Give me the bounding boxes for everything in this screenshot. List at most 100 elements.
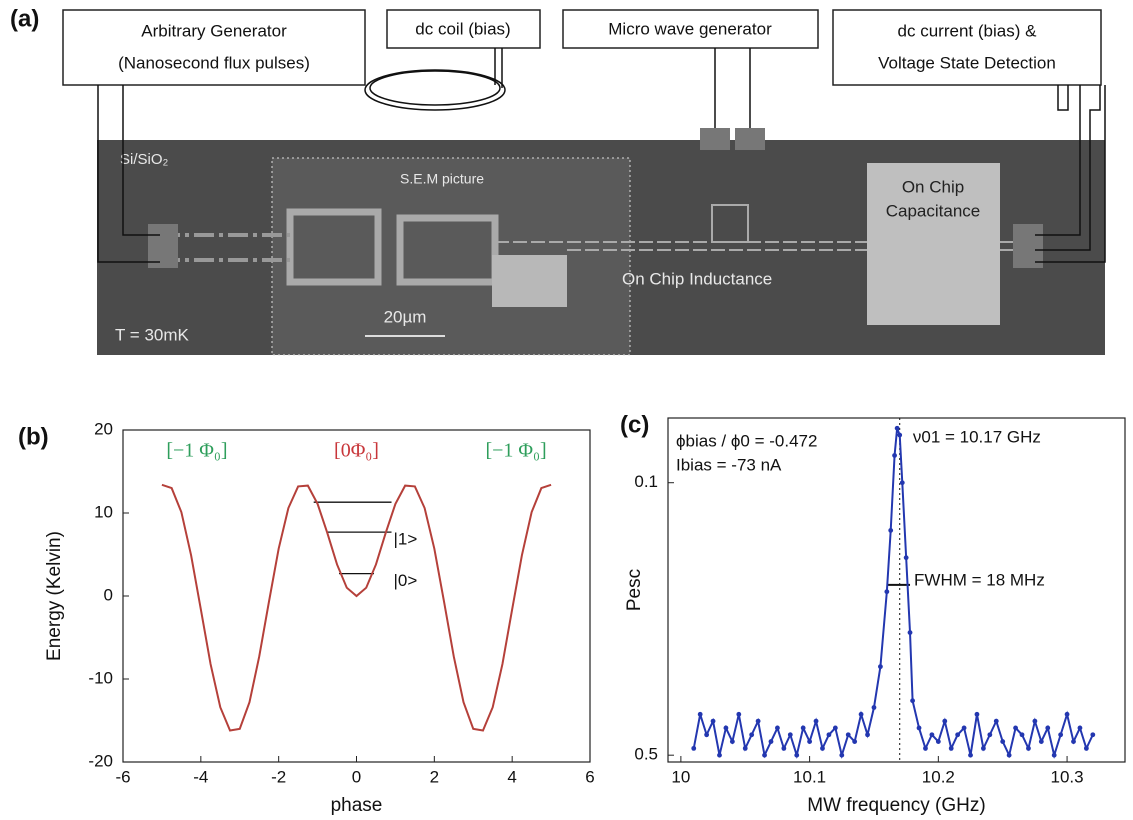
x-tick-label: 10: [671, 767, 690, 786]
box-label: Voltage State Detection: [878, 53, 1056, 72]
instrument-boxes: Arbitrary Generator (Nanosecond flux pul…: [62, 9, 1102, 86]
pad: [148, 224, 178, 268]
data-point: [781, 745, 787, 751]
y-tick-label: 0.1: [634, 472, 658, 491]
annotation: FWHM = 18 MHz: [914, 570, 1045, 589]
data-point: [1045, 725, 1051, 731]
data-point: [968, 752, 973, 758]
data-point: [807, 739, 813, 744]
annotation: ν01 = 10.17 GHz: [913, 427, 1041, 446]
data-point: [1032, 718, 1038, 724]
data-point: [691, 745, 697, 751]
data-point: [980, 745, 986, 751]
coil: [364, 69, 506, 111]
data-point: [974, 711, 980, 717]
data-point: [832, 725, 838, 731]
data-point: [1064, 711, 1070, 717]
data-point: [858, 711, 864, 717]
data-point: [710, 718, 716, 724]
series-line: [692, 427, 1094, 759]
box-label: (Nanosecond flux pulses): [118, 53, 310, 72]
data-point: [865, 732, 870, 738]
capacitance: [867, 163, 1000, 325]
x-tick-label: 0: [352, 767, 361, 786]
data-point: [852, 739, 858, 744]
coil: [369, 70, 501, 106]
box-label: Arbitrary Generator: [141, 21, 287, 40]
pad: [735, 128, 765, 150]
data-point: [987, 732, 993, 738]
capacitance-label: Capacitance: [886, 201, 981, 220]
box: [62, 9, 366, 86]
level-label: |1>: [393, 530, 417, 549]
data-point: [897, 432, 903, 438]
x-axis-label: phase: [331, 795, 383, 816]
data-point: [697, 711, 703, 717]
data-point: [742, 745, 748, 751]
data-point: [723, 725, 729, 731]
data-point: [903, 555, 909, 561]
wires: [97, 48, 1106, 263]
data-point: [935, 739, 941, 744]
y-axis-label: Pesc: [624, 569, 645, 611]
data-point: [1006, 752, 1012, 758]
box-label: dc coil (bias): [415, 19, 510, 38]
data-point: [1013, 725, 1018, 731]
x-tick-label: 10.3: [1051, 767, 1084, 786]
data-point: [942, 718, 948, 724]
data-point: [736, 711, 742, 717]
data-point: [787, 732, 793, 738]
data-point: [1058, 732, 1064, 738]
x-tick-label: -2: [271, 767, 286, 786]
x-tick-label: 6: [585, 767, 594, 786]
data-point: [907, 630, 913, 635]
sem-loop: [286, 208, 382, 286]
data-point: [826, 732, 832, 738]
data-point: [923, 745, 928, 751]
series-line: [161, 483, 552, 732]
substrate-label: Si/SiO₂: [120, 151, 169, 168]
data-point: [993, 718, 999, 724]
data-point: [892, 453, 897, 458]
data-point: [871, 705, 877, 710]
data-point: [888, 527, 894, 533]
annotation: [−1 Φ₀]: [485, 440, 546, 462]
data-point: [1019, 732, 1025, 738]
data-point: [820, 745, 825, 751]
data-point: [775, 725, 780, 731]
x-tick-label: -6: [115, 767, 130, 786]
pad: [700, 128, 730, 150]
data-point: [916, 725, 922, 731]
data-point: [800, 725, 806, 731]
data-point: [845, 732, 851, 738]
panel-label: (c): [620, 411, 649, 438]
x-tick-label: 10.1: [793, 767, 826, 786]
data-point: [910, 698, 915, 704]
data-point: [794, 752, 800, 758]
box-label: dc current (bias) &: [898, 21, 1038, 40]
data-point: [768, 739, 774, 744]
data-point: [704, 732, 710, 738]
temperature-label: T = 30mK: [115, 325, 190, 344]
data-point: [762, 752, 767, 758]
data-point: [839, 752, 845, 758]
data-point: [929, 732, 935, 738]
data-point: [1083, 745, 1089, 751]
panel-label: (a): [10, 5, 39, 32]
x-tick-label: 2: [430, 767, 439, 786]
y-axis-label: Energy (Kelvin): [44, 531, 65, 661]
box: [386, 9, 541, 49]
inductance-label: On Chip Inductance: [622, 269, 772, 288]
y-tick-label: 20: [94, 419, 113, 438]
y-tick-label: 0.5: [634, 745, 658, 764]
data-point: [813, 718, 819, 724]
panel-label: (b): [18, 423, 49, 450]
box-label: Micro wave generator: [608, 19, 772, 38]
data-point: [717, 752, 722, 758]
data-point: [899, 480, 905, 486]
data-point: [1090, 732, 1096, 738]
coupler: [711, 204, 749, 243]
box: [832, 9, 1102, 86]
pad: [1013, 224, 1043, 268]
